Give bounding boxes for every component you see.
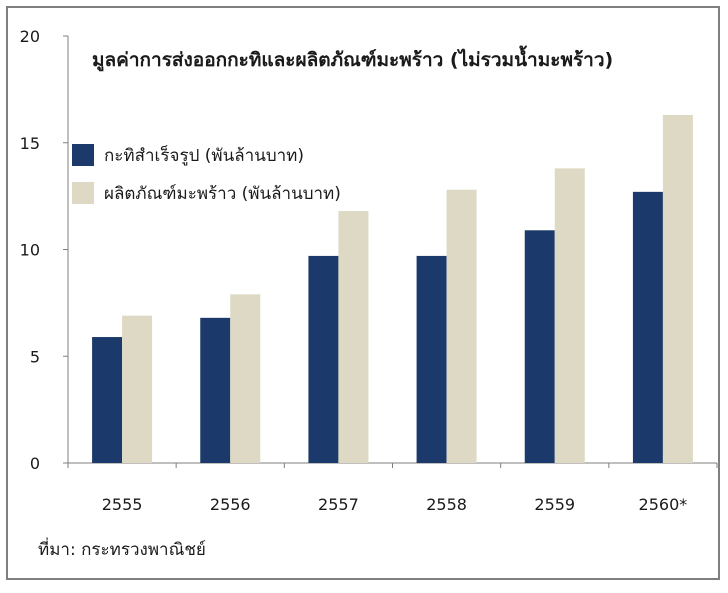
x-tick-label: 2560* (639, 495, 688, 514)
x-tick-label: 2559 (534, 495, 575, 514)
x-tick-label: 2557 (318, 495, 359, 514)
bar-series-2-2556 (230, 294, 261, 463)
x-tick-label: 2558 (426, 495, 467, 514)
bar-series-1-2558 (416, 255, 447, 463)
source-note: ที่มา: กระทรวงพาณิชย์ (38, 540, 206, 560)
y-tick-label: 0 (30, 454, 40, 473)
x-tick-label: 2555 (102, 495, 143, 514)
y-tick-label: 10 (20, 241, 40, 260)
x-tick-label: 2556 (210, 495, 251, 514)
legend-swatch-series-2 (72, 182, 94, 204)
legend: กะทิสำเร็จรูป (พันล้านบาท) ผลิตภัณฑ์มะพร… (72, 136, 341, 212)
bar-series-2-2557 (338, 211, 369, 463)
legend-item-series-1: กะทิสำเร็จรูป (พันล้านบาท) (72, 136, 341, 174)
bar-series-2-2559 (554, 168, 585, 463)
legend-swatch-series-1 (72, 144, 94, 166)
legend-label-series-2: ผลิตภัณฑ์มะพร้าว (พันล้านบาท) (104, 183, 341, 204)
y-tick-label: 5 (30, 347, 40, 366)
legend-label-series-1: กะทิสำเร็จรูป (พันล้านบาท) (104, 145, 304, 166)
bar-series-1-2556 (200, 317, 231, 463)
bar-series-2-2560* (662, 114, 693, 464)
y-tick-label: 20 (20, 27, 40, 46)
y-tick-label: 15 (20, 134, 40, 153)
bar-series-1-2555 (92, 337, 123, 463)
bar-series-1-2559 (524, 230, 555, 463)
bar-series-1-2560* (632, 191, 663, 464)
bar-series-1-2557 (308, 255, 339, 463)
chart-title: มูลค่าการส่งออกกะทิและผลิตภัณฑ์มะพร้าว (… (92, 49, 614, 71)
bar-series-2-2555 (122, 315, 153, 463)
bar-series-2-2558 (446, 189, 477, 463)
legend-item-series-2: ผลิตภัณฑ์มะพร้าว (พันล้านบาท) (72, 174, 341, 212)
